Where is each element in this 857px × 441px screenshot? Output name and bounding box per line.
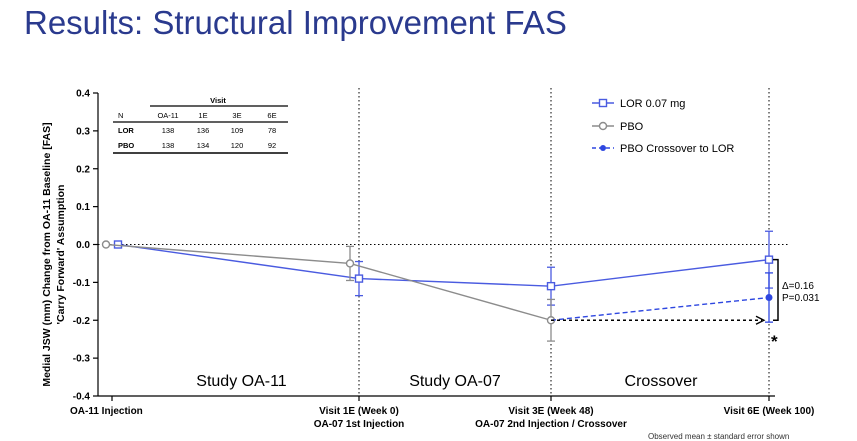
table-column-header: OA-11 [157, 111, 178, 120]
series-line [550, 296, 770, 321]
legend-label: LOR 0.07 mg [620, 98, 685, 110]
table-cell: 138 [162, 141, 175, 150]
chart-legend: LOR 0.07 mg PBO PBO Crossover to LOR [592, 98, 734, 155]
data-point [546, 281, 556, 291]
table-cell: 134 [197, 141, 210, 150]
region-label: Study OA-11 [196, 373, 287, 390]
table-column-header: 1E [198, 111, 207, 120]
delta-label: Δ=0.16 [782, 281, 814, 292]
table-header: Visit [210, 96, 226, 105]
legend-marker [600, 145, 606, 151]
y-tick-label: 0.4 [76, 89, 90, 100]
y-tick-label: -0.2 [73, 316, 91, 327]
region-layer: Study OA-11 Study OA-07 Crossover [196, 88, 770, 396]
axes-layer: 0.4 0.3 0.2 0.1 0.0 -0.1 -0.2 -0.3 -0.4 OA-11 Inj… [41, 89, 814, 431]
series-line [117, 243, 770, 287]
data-point [765, 294, 773, 302]
table-column-header: N [118, 111, 123, 120]
data-point [113, 240, 123, 249]
region-label: Crossover [625, 373, 699, 390]
region-label: Study OA-07 [409, 373, 501, 390]
table-cell: 109 [231, 126, 244, 135]
y-axis-label-line2: 'Carry Forward' Assumption [55, 185, 67, 325]
data-point [354, 274, 364, 283]
footnote: Observed mean ± standard error shown [648, 432, 790, 441]
x-tick-label-line2: OA-07 2nd Injection / Crossover [475, 419, 627, 430]
table-cell: 120 [231, 141, 244, 150]
y-tick-label: 0.1 [76, 202, 90, 213]
y-tick-label: 0.3 [76, 126, 90, 137]
legend-label: PBO [620, 121, 644, 133]
table-column-header: 3E [232, 111, 241, 120]
legend-marker [598, 121, 608, 131]
x-tick-label: Visit 3E (Week 48) [508, 406, 593, 417]
x-tick-label: OA-11 Injection [70, 406, 143, 417]
legend-marker [598, 98, 608, 108]
y-tick-label: -0.4 [73, 392, 91, 403]
data-point [101, 240, 111, 249]
table-row-label: LOR [118, 126, 134, 135]
y-tick-label: -0.3 [73, 354, 91, 365]
x-tick-label: Visit 1E (Week 0) [319, 406, 399, 417]
table-cell: 136 [197, 126, 210, 135]
data-point [345, 259, 355, 268]
annotation-layer: Δ=0.16P=0.031 * [551, 258, 820, 351]
table-cell: 92 [268, 141, 276, 150]
series-line [105, 243, 552, 321]
n-table: Visit N OA-11 1E 3E 6E LOR 138 136 109 78 PBO 138 134… [113, 96, 288, 154]
data-point [764, 255, 774, 264]
p-value-label: P=0.031 [782, 293, 820, 304]
significance-star: * [771, 332, 778, 351]
series-layer [101, 230, 774, 342]
y-tick-label: 0.2 [76, 164, 90, 175]
x-tick-label: Visit 6E (Week 100) [724, 406, 815, 417]
table-cell: 138 [162, 126, 175, 135]
table-row-label: PBO [118, 141, 134, 150]
slide-title: Results: Structural Improvement FAS [24, 4, 567, 41]
legend-label: PBO Crossover to LOR [620, 143, 734, 155]
y-axis-label: Medial JSW (mm) Change from OA-11 Baseli… [41, 122, 53, 386]
delta-bracket [773, 258, 779, 321]
table-column-header: 6E [267, 111, 276, 120]
y-tick-label: 0.0 [76, 240, 90, 251]
arrow-head [755, 315, 766, 325]
x-tick-label-line2: OA-07 1st Injection [314, 419, 405, 430]
table-cell: 78 [268, 126, 276, 135]
y-tick-label: -0.1 [73, 278, 91, 289]
